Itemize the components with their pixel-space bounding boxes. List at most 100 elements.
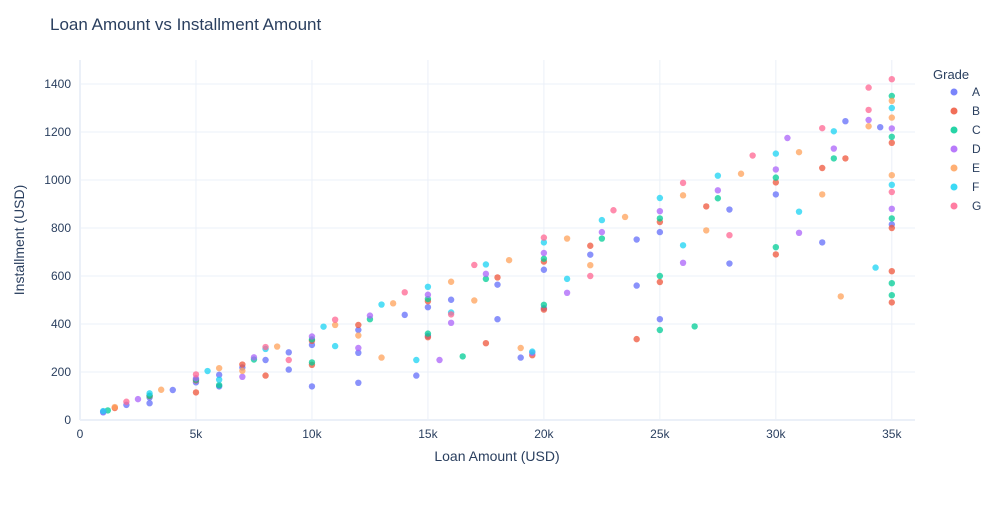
axis-layer: 0 5k 10k 15k 20k 25k 30k 35k 0 200 400 600 800 1000 12…	[44, 60, 915, 441]
scatter-point-a	[772, 191, 780, 198]
x-tick-label: 25k	[650, 427, 670, 441]
scatter-point-d	[598, 228, 606, 236]
scatter-point-d	[772, 166, 780, 173]
scatter-point-g	[540, 234, 548, 241]
scatter-point-g	[726, 232, 733, 239]
scatter-point-d	[784, 134, 791, 142]
scatter-point-d	[888, 205, 896, 212]
scatter-point-a	[726, 206, 733, 213]
scatter-point-d	[250, 354, 258, 361]
scatter-point-e	[703, 227, 710, 234]
scatter-point-a	[494, 281, 501, 288]
scatter-point-b	[772, 251, 780, 258]
scatter-point-a	[540, 266, 548, 273]
scatter-point-e	[215, 364, 223, 372]
legend-label[interactable]: D	[972, 142, 981, 156]
scatter-point-b	[587, 242, 594, 249]
scatter-point-g	[285, 356, 292, 364]
scatter-point-a	[413, 372, 420, 379]
scatter-point-d	[795, 229, 803, 236]
scatter-point-f	[795, 208, 803, 215]
scatter-point-a	[656, 228, 664, 236]
legend-label[interactable]: F	[972, 180, 979, 194]
y-tick-label: 1400	[44, 77, 71, 91]
scatter-point-d	[424, 291, 432, 298]
scatter-point-g	[587, 272, 594, 280]
scatter-point-e	[111, 403, 118, 411]
scatter-point-c	[830, 155, 838, 162]
scatter-point-e	[679, 192, 687, 199]
scatter-point-g	[401, 289, 408, 296]
scatter-point-f	[424, 283, 432, 290]
legend-label[interactable]: G	[972, 199, 981, 213]
scatter-point-a	[169, 386, 176, 394]
scatter-point-f	[331, 342, 339, 350]
scatter-point-a	[517, 354, 524, 361]
scatter-point-f	[563, 275, 571, 283]
scatter-point-c	[459, 353, 466, 360]
legend-label[interactable]: C	[972, 123, 981, 137]
scatter-point-e	[587, 262, 594, 269]
legend-marker	[950, 126, 958, 134]
scatter-point-f	[830, 128, 838, 135]
scatter-point-a	[656, 316, 664, 323]
scatter-point-f	[888, 181, 896, 188]
scatter-point-g	[888, 76, 896, 83]
scatter-point-d	[540, 249, 548, 257]
scatter-point-d	[865, 116, 872, 124]
legend-label[interactable]: A	[972, 85, 980, 99]
scatter-point-b	[888, 139, 896, 146]
scatter-point-e	[157, 386, 165, 393]
scatter-point-b	[633, 335, 640, 343]
legend-marker	[950, 183, 958, 191]
scatter-point-g	[819, 124, 826, 132]
scatter-point-f	[598, 216, 606, 224]
legend-marker	[950, 107, 958, 115]
scatter-point-e	[737, 170, 745, 177]
legend-label[interactable]: B	[972, 104, 980, 118]
scatter-point-c	[540, 255, 548, 262]
scatter-point-e	[888, 114, 896, 121]
x-axis-title: Loan Amount (USD)	[434, 448, 559, 464]
chart-title: Loan Amount vs Installment Amount	[50, 15, 321, 34]
scatter-point-f	[320, 323, 327, 330]
scatter-point-a	[633, 236, 640, 243]
scatter-point-e	[621, 213, 629, 221]
scatter-point-d	[239, 373, 246, 380]
scatter-point-b	[888, 224, 896, 232]
scatter-point-a	[726, 260, 733, 267]
scatter-point-c	[888, 280, 896, 287]
legend-label[interactable]: E	[972, 161, 980, 175]
scatter-point-g	[192, 371, 200, 378]
scatter-point-g	[865, 106, 872, 114]
scatter-point-c	[888, 215, 896, 222]
scatter-point-a	[447, 296, 455, 303]
x-tick-label: 5k	[190, 427, 204, 441]
scatter-point-g	[749, 152, 756, 159]
scatter-point-f	[540, 239, 548, 246]
scatter-point-c	[308, 359, 316, 366]
scatter-point-g	[262, 343, 269, 351]
scatter-point-f	[215, 376, 223, 383]
scatter-point-c	[888, 133, 896, 140]
scatter-point-f	[529, 348, 536, 355]
legend-marker	[950, 145, 958, 153]
scatter-point-f	[679, 242, 687, 249]
scatter-point-b	[888, 299, 896, 306]
y-tick-label: 0	[64, 413, 71, 427]
scatter-point-f	[413, 356, 420, 364]
y-tick-label: 400	[51, 317, 71, 331]
legend-marker	[950, 164, 958, 172]
scatter-point-a	[494, 316, 501, 323]
grid-layer	[80, 60, 915, 420]
scatter-point-e	[273, 343, 281, 350]
scatter-point-f	[99, 407, 107, 415]
scatter-point-d	[436, 356, 443, 364]
scatter-point-e	[471, 297, 478, 304]
scatter-point-e	[331, 321, 339, 329]
scatter-point-b	[703, 203, 710, 210]
x-tick-label: 20k	[534, 427, 554, 441]
scatter-point-c	[691, 323, 698, 330]
